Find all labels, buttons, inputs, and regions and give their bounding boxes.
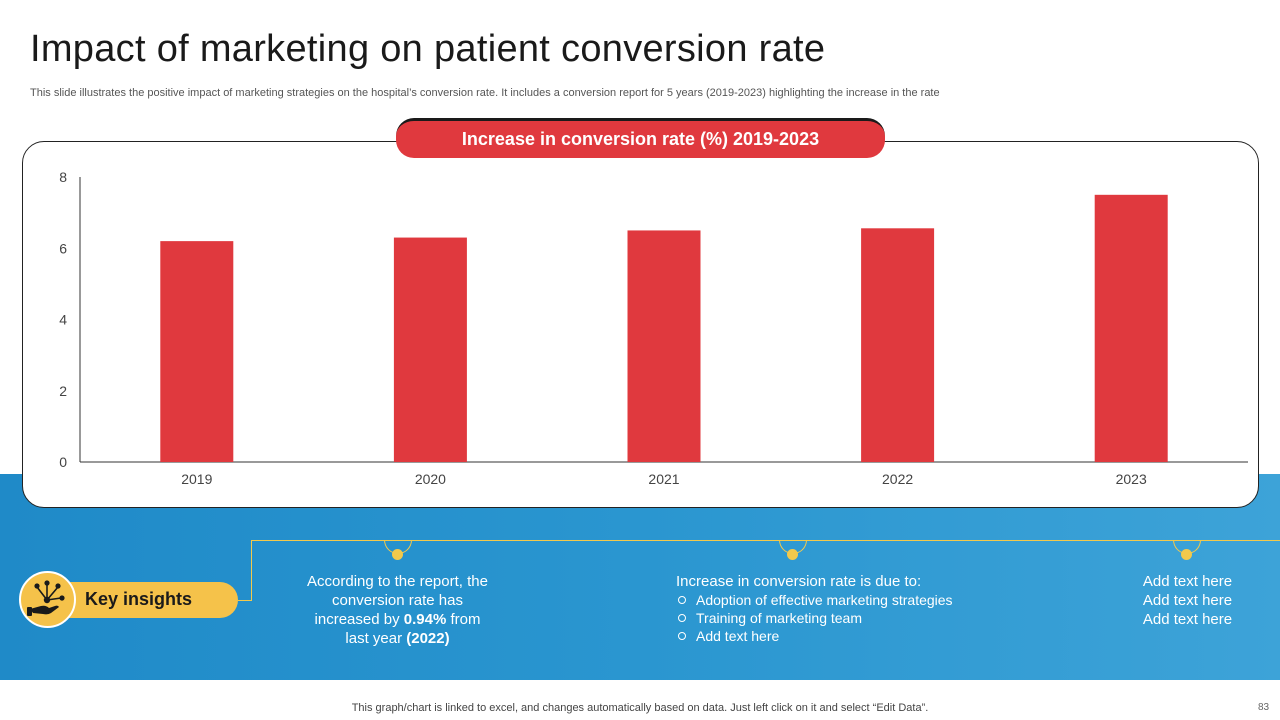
slide-title: Impact of marketing on patient conversio… <box>30 28 826 70</box>
chart-title-pill: Increase in conversion rate (%) 2019-202… <box>396 118 885 158</box>
x-tick-label: 2020 <box>415 471 446 487</box>
insight-1-text: from <box>446 611 481 628</box>
hand-network-icon <box>19 571 76 628</box>
timeline-connector <box>251 540 252 601</box>
timeline-dot <box>1181 549 1192 560</box>
insight-1-line: increased by 0.94% from <box>290 610 505 629</box>
insight-1-text: increased by <box>314 611 404 628</box>
y-tick-label: 6 <box>59 240 67 256</box>
insight-1-highlight: 0.94% <box>403 611 447 628</box>
key-insights-label: Key insights <box>85 589 193 609</box>
bar-chart: 0 2 4 6 8 2019 2020 2021 2022 2023 <box>59 169 1248 487</box>
bar-2020 <box>393 237 467 462</box>
insight-2-heading: Increase in conversion rate is due to: <box>676 573 922 590</box>
chart-card: 0 2 4 6 8 2019 2020 2021 2022 2023 <box>22 141 1259 508</box>
insight-1-highlight: (2022) <box>406 630 450 647</box>
y-tick-label: 8 <box>59 169 67 185</box>
bar-2021 <box>627 230 701 462</box>
chart-title: Increase in conversion rate (%) 2019-202… <box>461 129 820 149</box>
insight-1-line: According to the report, the <box>307 573 488 590</box>
y-tick-label: 0 <box>59 454 67 470</box>
timeline-line <box>251 540 1280 541</box>
bar-2023 <box>1094 194 1168 462</box>
list-item: Add text here <box>676 627 996 645</box>
insight-1-line: last year (2022) <box>290 629 505 648</box>
x-tick-label: 2023 <box>1116 471 1147 487</box>
insight-box-3: Add text here Add text here Add text her… <box>1110 572 1265 629</box>
bar-2022 <box>861 228 935 462</box>
footer-note: This graph/chart is linked to excel, and… <box>351 702 929 714</box>
timeline-dot <box>392 549 403 560</box>
insight-3-line: Add text here <box>1142 611 1233 628</box>
insight-3-line: Add text here <box>1142 592 1233 609</box>
bar-2019 <box>160 241 234 462</box>
x-tick-label: 2022 <box>882 471 913 487</box>
list-item: Adoption of effective marketing strategi… <box>676 591 996 609</box>
timeline-connector-stub <box>238 600 251 601</box>
insight-3-line: Add text here <box>1142 573 1233 590</box>
insights-background-band <box>0 474 1280 680</box>
insight-box-1: According to the report, the conversion … <box>290 572 505 648</box>
insight-1-line: conversion rate has <box>332 592 463 609</box>
y-tick-label: 2 <box>59 383 67 399</box>
insight-2-list: Adoption of effective marketing strategi… <box>676 591 996 645</box>
page-number: 83 <box>1258 702 1270 713</box>
timeline-dot <box>787 549 798 560</box>
y-tick-label: 4 <box>59 312 67 328</box>
list-item: Training of marketing team <box>676 609 996 627</box>
insight-box-2: Increase in conversion rate is due to: A… <box>676 572 996 645</box>
x-tick-label: 2019 <box>181 471 212 487</box>
x-tick-label: 2021 <box>648 471 679 487</box>
insight-1-text: last year <box>345 630 407 647</box>
slide-subtitle: This slide illustrates the positive impa… <box>30 87 940 99</box>
